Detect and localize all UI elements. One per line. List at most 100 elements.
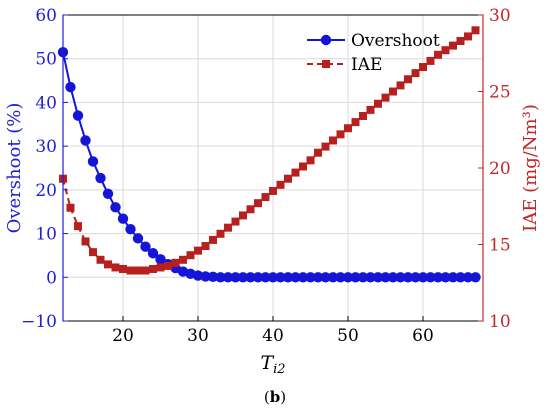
iae-point <box>224 223 232 232</box>
overshoot-point <box>327 272 339 283</box>
iae-point <box>471 26 480 35</box>
iae-point <box>156 263 165 272</box>
overshoot-point <box>335 272 346 283</box>
overshoot-point <box>395 272 406 283</box>
iae-point <box>359 111 367 120</box>
overshoot-point <box>305 272 316 283</box>
overshoot-point <box>365 272 376 283</box>
overshoot-point <box>417 272 429 283</box>
iae-point <box>419 63 427 72</box>
iae-point <box>239 211 247 220</box>
right-tick-label: 30 <box>489 6 511 26</box>
iae-point <box>231 217 240 226</box>
overshoot-point <box>237 272 249 283</box>
overshoot-point <box>230 272 241 283</box>
series-overshoot <box>57 46 481 283</box>
overshoot-point <box>402 272 414 283</box>
overshoot-point <box>387 272 399 283</box>
left-tick-label: 0 <box>46 268 57 288</box>
overshoot-point <box>87 156 99 167</box>
iae-point <box>74 222 82 231</box>
overshoot-point <box>155 254 166 265</box>
overshoot-point <box>260 272 271 283</box>
iae-point <box>329 136 337 145</box>
overshoot-point <box>147 248 159 259</box>
overshoot-point <box>290 272 301 283</box>
x-tick-label: 20 <box>112 326 134 346</box>
overshoot-point <box>297 272 309 283</box>
iae-point <box>411 69 420 78</box>
iae-point <box>141 266 150 275</box>
iae-point <box>284 174 292 183</box>
legend-entry-iae: IAE <box>307 55 382 75</box>
iae-point <box>336 130 345 139</box>
overshoot-point <box>447 272 459 283</box>
overshoot-point <box>110 202 121 213</box>
iae-point <box>254 199 262 208</box>
left-tick-label: 40 <box>35 93 57 113</box>
x-tick-label: 30 <box>187 326 209 346</box>
iae-point <box>66 203 75 212</box>
iae-point <box>216 229 225 238</box>
iae-point <box>134 266 142 275</box>
overshoot-point <box>440 272 451 283</box>
overshoot-point <box>425 272 436 283</box>
iae-point <box>119 264 127 273</box>
iae-point <box>149 264 157 273</box>
left-tick-label: 20 <box>35 181 57 201</box>
iae-point <box>434 50 442 59</box>
overshoot-point <box>140 241 151 252</box>
overshoot-point <box>102 188 114 199</box>
overshoot-point <box>125 224 136 235</box>
iae-point <box>314 148 322 157</box>
overshoot-point <box>282 272 294 283</box>
left-tick-label: 10 <box>35 225 57 245</box>
iae-point <box>456 37 465 46</box>
overshoot-point <box>455 272 466 283</box>
x-tick-label: 60 <box>412 326 434 346</box>
left-tick-label: 60 <box>35 6 57 26</box>
iae-point <box>111 263 120 272</box>
overshoot-point <box>462 272 474 283</box>
overshoot-point <box>65 81 76 93</box>
right-y-axis-label: IAE (mg/Nm³) <box>520 104 541 232</box>
x-axis-label-subscript: i2 <box>273 362 285 377</box>
iae-point <box>126 266 135 275</box>
iae-point <box>351 118 360 127</box>
overshoot-point <box>267 272 279 283</box>
overshoot-point <box>380 272 391 283</box>
iae-point <box>194 246 202 255</box>
left-tick-label: 30 <box>35 137 57 157</box>
iae-point <box>179 255 187 264</box>
overshoot-point <box>312 272 324 283</box>
x-axis: 20 30 40 50 60 <box>112 316 434 346</box>
overshoot-point <box>215 272 226 283</box>
right-tick-label: 10 <box>489 312 511 332</box>
legend-label: IAE <box>351 55 382 75</box>
iae-point <box>209 235 217 244</box>
overshoot-point <box>207 271 219 283</box>
overshoot-point <box>372 272 384 283</box>
overshoot-point <box>350 272 361 283</box>
iae-point <box>261 193 270 202</box>
iae-point <box>89 248 97 257</box>
iae-point <box>374 99 382 108</box>
caption-label: b <box>269 388 281 406</box>
iae-point <box>291 168 300 177</box>
overshoot-point <box>200 271 211 282</box>
iae-point <box>81 237 90 246</box>
right-tick-label: 25 <box>489 83 511 103</box>
legend-entry-overshoot: Overshoot <box>307 31 440 51</box>
iae-point <box>404 75 412 84</box>
iae-point <box>381 93 390 102</box>
x-axis-label: Ti2 <box>260 352 285 377</box>
left-tick-label: −10 <box>21 312 57 332</box>
iae-point <box>306 156 315 165</box>
overshoot-point <box>410 272 421 283</box>
overshoot-point <box>432 272 444 283</box>
iae-point <box>366 105 375 114</box>
iae-point <box>344 124 352 133</box>
series-layer <box>57 26 481 283</box>
overshoot-point <box>470 272 481 283</box>
